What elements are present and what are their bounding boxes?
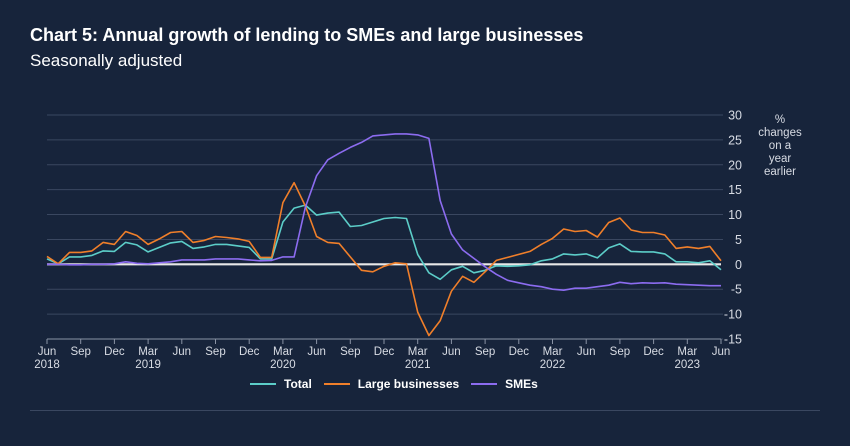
y-tick-label: 5 xyxy=(735,233,742,247)
x-tick-label: Jun xyxy=(577,346,596,358)
x-tick-label: Mar xyxy=(138,346,158,358)
x-tick-label: Dec xyxy=(374,346,395,358)
x-tick-year-label: 2023 xyxy=(675,359,701,371)
x-tick-label: Jun xyxy=(442,346,461,358)
x-tick-label: Sep xyxy=(610,346,630,358)
legend-item-large-businesses: Large businesses xyxy=(323,377,460,391)
y-tick-label: -10 xyxy=(724,308,742,322)
x-tick-label: Sep xyxy=(205,346,225,358)
x-tick-label: Dec xyxy=(643,346,664,358)
x-tick-label: Sep xyxy=(340,346,360,358)
y-tick-label: 15 xyxy=(728,183,742,197)
x-tick-label: Mar xyxy=(677,346,697,358)
legend-item-total: Total xyxy=(250,377,312,391)
x-tick-label: Jun xyxy=(38,346,57,358)
y-tick-label: -5 xyxy=(731,283,742,297)
series-line-smes xyxy=(47,133,721,292)
y-axis-unit-label: % changes on a year earlier xyxy=(758,114,802,178)
x-tick-year-label: 2019 xyxy=(135,359,161,371)
y-tick-label: -15 xyxy=(724,333,742,347)
chart-subtitle: Seasonally adjusted xyxy=(30,51,183,70)
y-tick-label: 10 xyxy=(728,208,742,222)
legend-label-smes: SMEs xyxy=(505,377,538,391)
series-line-total xyxy=(46,204,722,281)
x-tick-label: Dec xyxy=(509,346,530,358)
legend-swatch-large-businesses xyxy=(323,383,350,385)
x-tick-label: Mar xyxy=(543,346,563,358)
bottom-divider xyxy=(30,410,820,411)
series-line-large-businesses xyxy=(46,181,722,337)
legend-label-total: Total xyxy=(284,377,312,391)
x-tick-label: Jun xyxy=(712,346,731,358)
legend-label-large-businesses: Large businesses xyxy=(357,377,460,391)
x-tick-label: Dec xyxy=(104,346,125,358)
y-tick-label: 30 xyxy=(728,109,742,123)
x-tick-label: Sep xyxy=(70,346,90,358)
x-tick-year-label: 2022 xyxy=(540,359,566,371)
y-tick-label: 0 xyxy=(735,258,742,272)
legend: Total Large businesses SMEs xyxy=(250,377,542,391)
x-tick-label: Mar xyxy=(273,346,293,358)
x-tick-year-label: 2021 xyxy=(405,359,431,371)
legend-swatch-smes xyxy=(471,383,498,385)
y-tick-label: 25 xyxy=(728,133,742,147)
x-tick-label: Jun xyxy=(173,346,192,358)
x-tick-label: Dec xyxy=(239,346,260,358)
legend-swatch-total xyxy=(250,383,276,385)
x-tick-label: Jun xyxy=(307,346,326,358)
x-tick-label: Mar xyxy=(408,346,428,358)
x-tick-year-label: 2018 xyxy=(34,359,60,371)
y-tick-label: 20 xyxy=(728,158,742,172)
legend-item-smes: SMEs xyxy=(471,377,538,391)
x-tick-label: Sep xyxy=(475,346,495,358)
x-tick-year-label: 2020 xyxy=(270,359,296,371)
chart-title: Chart 5: Annual growth of lending to SME… xyxy=(30,25,584,45)
